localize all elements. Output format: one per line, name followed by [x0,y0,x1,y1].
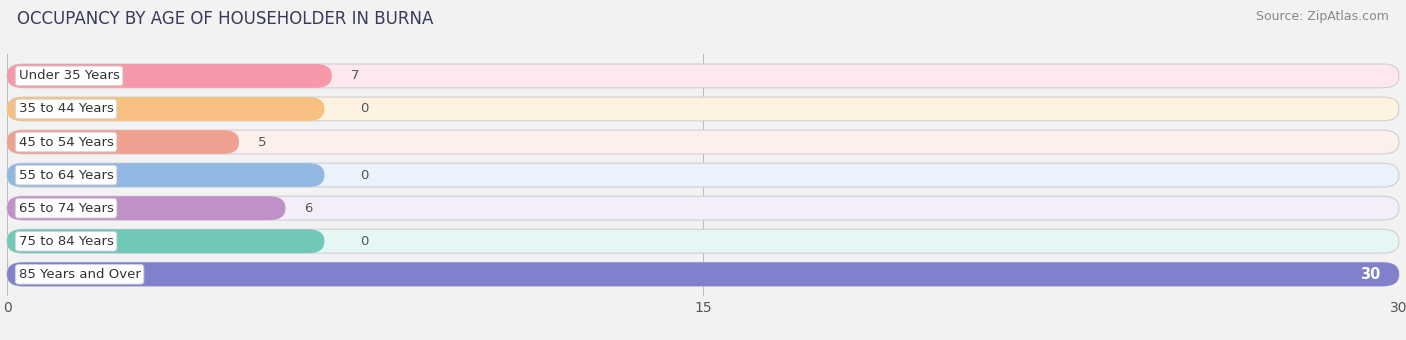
Text: 5: 5 [257,136,266,149]
FancyBboxPatch shape [7,262,1399,286]
Text: OCCUPANCY BY AGE OF HOUSEHOLDER IN BURNA: OCCUPANCY BY AGE OF HOUSEHOLDER IN BURNA [17,10,433,28]
FancyBboxPatch shape [7,64,1399,88]
Text: 0: 0 [360,235,368,248]
Text: 85 Years and Over: 85 Years and Over [18,268,141,281]
Text: 55 to 64 Years: 55 to 64 Years [18,169,114,182]
FancyBboxPatch shape [7,196,285,220]
FancyBboxPatch shape [7,262,1399,286]
FancyBboxPatch shape [7,130,1399,154]
FancyBboxPatch shape [7,230,325,253]
FancyBboxPatch shape [7,97,325,121]
Text: 6: 6 [304,202,312,215]
FancyBboxPatch shape [7,64,332,88]
Text: 7: 7 [350,69,359,82]
FancyBboxPatch shape [7,97,1399,121]
FancyBboxPatch shape [7,230,1399,253]
Text: 30: 30 [1360,267,1381,282]
Text: Source: ZipAtlas.com: Source: ZipAtlas.com [1256,10,1389,23]
Text: 35 to 44 Years: 35 to 44 Years [18,102,114,116]
FancyBboxPatch shape [7,163,1399,187]
FancyBboxPatch shape [7,196,1399,220]
Text: 75 to 84 Years: 75 to 84 Years [18,235,114,248]
FancyBboxPatch shape [7,163,325,187]
FancyBboxPatch shape [7,130,239,154]
Text: 0: 0 [360,169,368,182]
Text: 65 to 74 Years: 65 to 74 Years [18,202,114,215]
Text: 45 to 54 Years: 45 to 54 Years [18,136,114,149]
Text: 0: 0 [360,102,368,116]
Text: Under 35 Years: Under 35 Years [18,69,120,82]
